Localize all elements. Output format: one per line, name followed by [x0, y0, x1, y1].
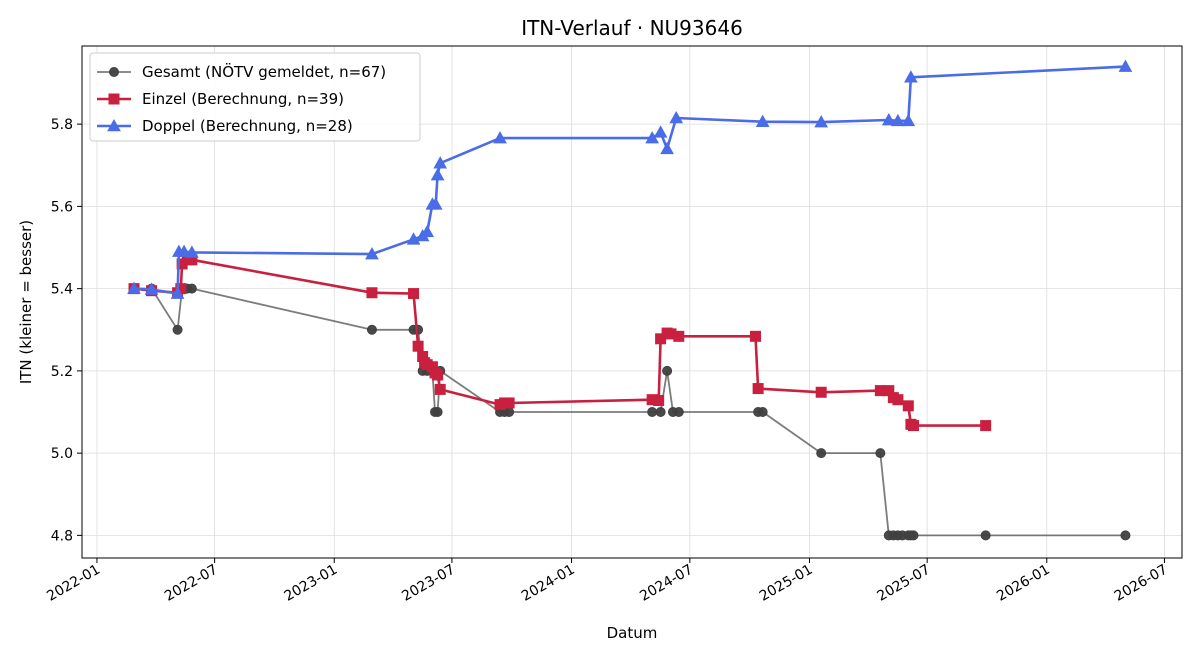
series-layer [127, 59, 1133, 541]
x-tick-label: 2026-07 [1112, 562, 1171, 605]
y-axis-label: ITN (kleiner = besser) [17, 220, 35, 384]
data-point-doppel [881, 112, 896, 126]
y-tick-label: 5.8 [51, 117, 73, 133]
y-tick-label: 5.6 [51, 199, 73, 215]
series-gesamt [129, 283, 1131, 541]
data-point-doppel [891, 113, 905, 127]
data-point-einzel [908, 420, 920, 432]
data-point-doppel [430, 168, 445, 181]
legend-label-gesamt: Gesamt (NÖTV gemeldet, n=67) [142, 62, 386, 81]
x-tick-label: 2026-01 [994, 562, 1053, 605]
data-point-doppel [755, 114, 770, 127]
data-point-gesamt [647, 407, 658, 418]
series-line-gesamt [134, 287, 1126, 537]
data-point-einzel [434, 383, 446, 395]
x-tick-label: 2023-01 [282, 562, 341, 605]
legend: Gesamt (NÖTV gemeldet, n=67) Einzel (Bere… [89, 52, 421, 142]
data-point-doppel [170, 286, 185, 299]
data-point-einzel [366, 287, 378, 299]
data-point-einzel [412, 340, 424, 352]
y-tick-label: 4.8 [51, 528, 73, 544]
x-tick-label: 2022-07 [162, 562, 221, 605]
legend-label-doppel: Doppel (Berechnung, n=28) [142, 117, 353, 135]
data-point-doppel [814, 115, 829, 128]
data-point-doppel [127, 281, 141, 294]
x-tick-label: 2022-01 [44, 562, 103, 605]
data-point-doppel [493, 131, 507, 144]
data-point-doppel [406, 232, 421, 245]
x-axis: 2022-01 2022-07 2023-01 2023-07 2024-01 2024-… [44, 558, 1170, 605]
data-point-einzel [503, 397, 515, 409]
data-point-einzel [653, 394, 665, 406]
legend-box [89, 52, 421, 142]
data-point-gesamt [980, 530, 991, 541]
data-point-doppel [1118, 59, 1133, 72]
legend-marker-doppel [107, 118, 121, 132]
gridlines [82, 46, 1182, 558]
data-point-gesamt [172, 324, 183, 335]
x-tick-label: 2025-01 [757, 562, 816, 605]
data-point-gesamt [673, 407, 684, 418]
y-axis: 4.8 5.0 5.2 5.4 5.6 5.8 [51, 117, 82, 544]
data-point-gesamt [366, 324, 377, 335]
data-point-doppel [365, 247, 379, 260]
data-point-einzel [432, 369, 444, 381]
legend-marker-einzel [108, 93, 120, 105]
data-point-doppel [144, 282, 159, 295]
data-point-doppel [901, 113, 916, 127]
data-point-doppel [420, 224, 435, 238]
data-point-doppel [653, 125, 668, 138]
data-point-doppel [433, 156, 448, 169]
data-point-doppel [660, 141, 674, 155]
data-point-einzel [673, 330, 685, 342]
data-point-einzel [980, 420, 992, 432]
data-point-einzel [750, 330, 762, 342]
legend-label-einzel: Einzel (Berechnung, n=39) [142, 90, 344, 108]
data-point-gesamt [1120, 530, 1131, 541]
x-tick-label: 2024-01 [519, 562, 578, 605]
data-point-einzel [752, 383, 764, 395]
data-point-doppel [428, 197, 443, 210]
data-point-doppel [669, 110, 684, 124]
data-point-einzel [408, 288, 420, 300]
y-tick-label: 5.4 [51, 282, 73, 298]
data-point-einzel [902, 400, 914, 412]
series-line-einzel [133, 258, 986, 427]
data-point-gesamt [757, 407, 768, 418]
plot-frame [81, 45, 1183, 559]
data-point-doppel [185, 245, 199, 258]
data-point-gesamt [662, 365, 673, 376]
data-point-gesamt [186, 283, 197, 294]
data-point-einzel [815, 386, 827, 398]
data-point-gesamt [875, 448, 886, 459]
series-doppel [127, 59, 1133, 299]
data-point-gesamt [816, 448, 827, 459]
data-point-doppel [177, 244, 191, 257]
x-tick-label: 2024-07 [637, 562, 696, 605]
y-tick-label: 5.2 [51, 364, 73, 380]
chart-title: ITN-Verlauf · NU93646 [521, 16, 743, 40]
series-einzel [128, 254, 992, 432]
legend-marker-gesamt [109, 67, 119, 77]
data-point-gesamt [655, 407, 666, 418]
x-tick-label: 2025-07 [874, 562, 933, 605]
data-point-gesamt [908, 530, 919, 541]
data-point-gesamt [504, 407, 515, 418]
x-tick-label: 2023-07 [399, 562, 458, 605]
data-point-doppel [904, 70, 918, 83]
y-tick-label: 5.0 [51, 446, 73, 462]
data-point-gesamt [432, 407, 443, 418]
data-point-einzel [892, 394, 904, 406]
x-axis-label: Datum [607, 624, 658, 642]
